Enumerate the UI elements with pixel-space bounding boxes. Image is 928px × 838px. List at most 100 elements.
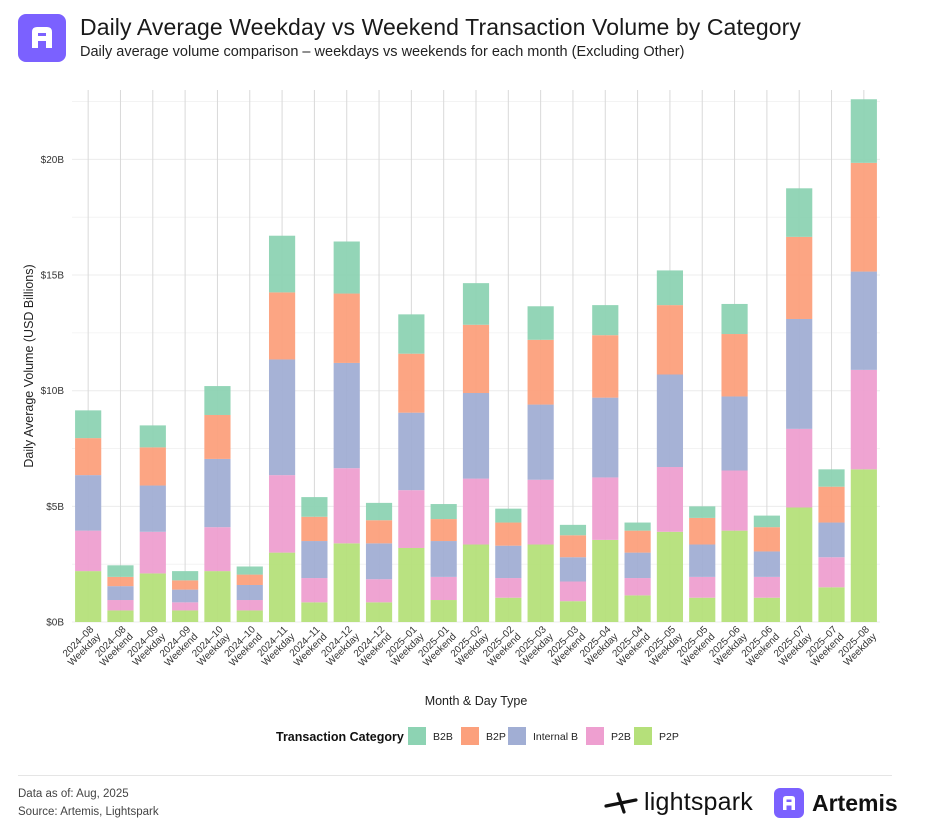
bar-segment-internal-b	[624, 552, 651, 579]
bar-segment-p2b	[818, 557, 845, 588]
bar-segment-p2b	[850, 369, 877, 470]
bar-segment-b2p	[139, 447, 166, 486]
bar-segment-b2b	[462, 283, 490, 325]
bar-segment-b2b	[172, 571, 199, 581]
bar-segment-p2b	[398, 490, 425, 548]
legend-swatch-p2p	[634, 727, 652, 745]
bar-segment-p2b	[495, 578, 522, 598]
bar-segment-p2b	[139, 531, 166, 574]
bar-segment-b2p	[559, 535, 587, 558]
bar-segment-internal-b	[592, 397, 619, 478]
bar-segment-b2b	[75, 410, 102, 439]
bar-segment-b2b	[753, 515, 780, 528]
bar-segment-p2b	[75, 530, 102, 572]
bar-segment-b2b	[139, 425, 166, 448]
legend-label-b2b: B2B	[433, 731, 453, 743]
bar-segment-p2p	[818, 587, 845, 622]
bar-segment-b2b	[786, 188, 813, 237]
bar-segment-b2b	[624, 522, 651, 531]
footer-divider	[18, 775, 892, 776]
bar-segment-p2b	[689, 576, 716, 598]
legend-label-p2b: P2B	[611, 731, 631, 743]
bar-segment-internal-b	[495, 545, 522, 579]
bar-segment-p2b	[268, 475, 296, 553]
bar-segment-p2b	[236, 600, 263, 611]
bar-segment-internal-b	[204, 458, 231, 528]
bar-segment-p2b	[527, 479, 554, 545]
bar-segment-b2b	[495, 508, 522, 523]
bar-segment-p2p	[850, 469, 877, 622]
bar-segment-b2p	[107, 576, 134, 587]
bar-segment-p2p	[75, 571, 102, 622]
bar-segment-p2p	[139, 573, 166, 622]
bar-segment-b2p	[333, 293, 360, 363]
y-tick-label: $5B	[46, 502, 64, 513]
legend-swatch-b2b	[408, 727, 426, 745]
data-as-of-note: Data as of: Aug, 2025	[18, 788, 129, 800]
legend-label-p2p: P2P	[659, 731, 679, 743]
bar-segment-p2p	[753, 597, 780, 622]
bar-segment-b2b	[818, 469, 845, 487]
bar-segment-p2p	[462, 544, 490, 622]
bar-segment-p2p	[656, 531, 684, 622]
bar-segment-internal-b	[172, 589, 199, 603]
stacked-bar-chart: $0B $5B $10B $15B $20B 2024–08Weekday2024–08W…	[22, 90, 880, 745]
bar-segment-p2b	[365, 579, 393, 603]
bar-segment-b2b	[301, 497, 328, 517]
bar-segment-p2p	[689, 597, 716, 622]
bar-segment-b2p	[689, 517, 716, 545]
chart-title: Daily Average Weekday vs Weekend Transac…	[80, 14, 801, 40]
bar-segment-b2p	[527, 339, 554, 405]
legend-label-internal-b: Internal B	[533, 731, 578, 743]
y-tick-label: $20B	[41, 155, 65, 166]
bar-segment-b2p	[592, 335, 619, 398]
x-axis-title: Month & Day Type	[425, 694, 528, 708]
lightspark-logo: lightspark	[604, 788, 753, 817]
bar-segment-p2p	[624, 595, 651, 622]
bar-segment-p2p	[172, 610, 199, 622]
bar-segment-b2p	[462, 324, 490, 394]
bar-segment-internal-b	[559, 557, 587, 582]
bar-segment-b2p	[430, 519, 457, 542]
bar-segment-p2b	[721, 470, 748, 531]
bar-segment-b2p	[850, 162, 877, 272]
bar-segment-internal-b	[689, 544, 716, 577]
bar-segment-p2p	[527, 544, 554, 622]
bar-segment-p2p	[559, 601, 587, 622]
bar-segment-internal-b	[107, 586, 134, 601]
bar-segment-internal-b	[818, 522, 845, 558]
bar-segment-p2b	[301, 578, 328, 603]
bar-segment-p2b	[753, 576, 780, 598]
bar-segment-p2p	[592, 539, 619, 622]
bar-segment-b2p	[75, 438, 102, 476]
legend-title: Transaction Category	[276, 730, 404, 744]
bar-segment-b2b	[850, 99, 877, 163]
legend-label-b2p: B2P	[486, 731, 506, 743]
bar-segment-b2b	[333, 241, 360, 294]
lightspark-icon	[604, 791, 638, 814]
bar-segment-internal-b	[527, 404, 554, 480]
bar-segment-internal-b	[753, 551, 780, 577]
bar-segment-p2p	[365, 602, 393, 622]
bar-segment-internal-b	[268, 359, 296, 476]
bar-segment-p2b	[462, 478, 490, 545]
bar-segment-b2p	[495, 522, 522, 546]
